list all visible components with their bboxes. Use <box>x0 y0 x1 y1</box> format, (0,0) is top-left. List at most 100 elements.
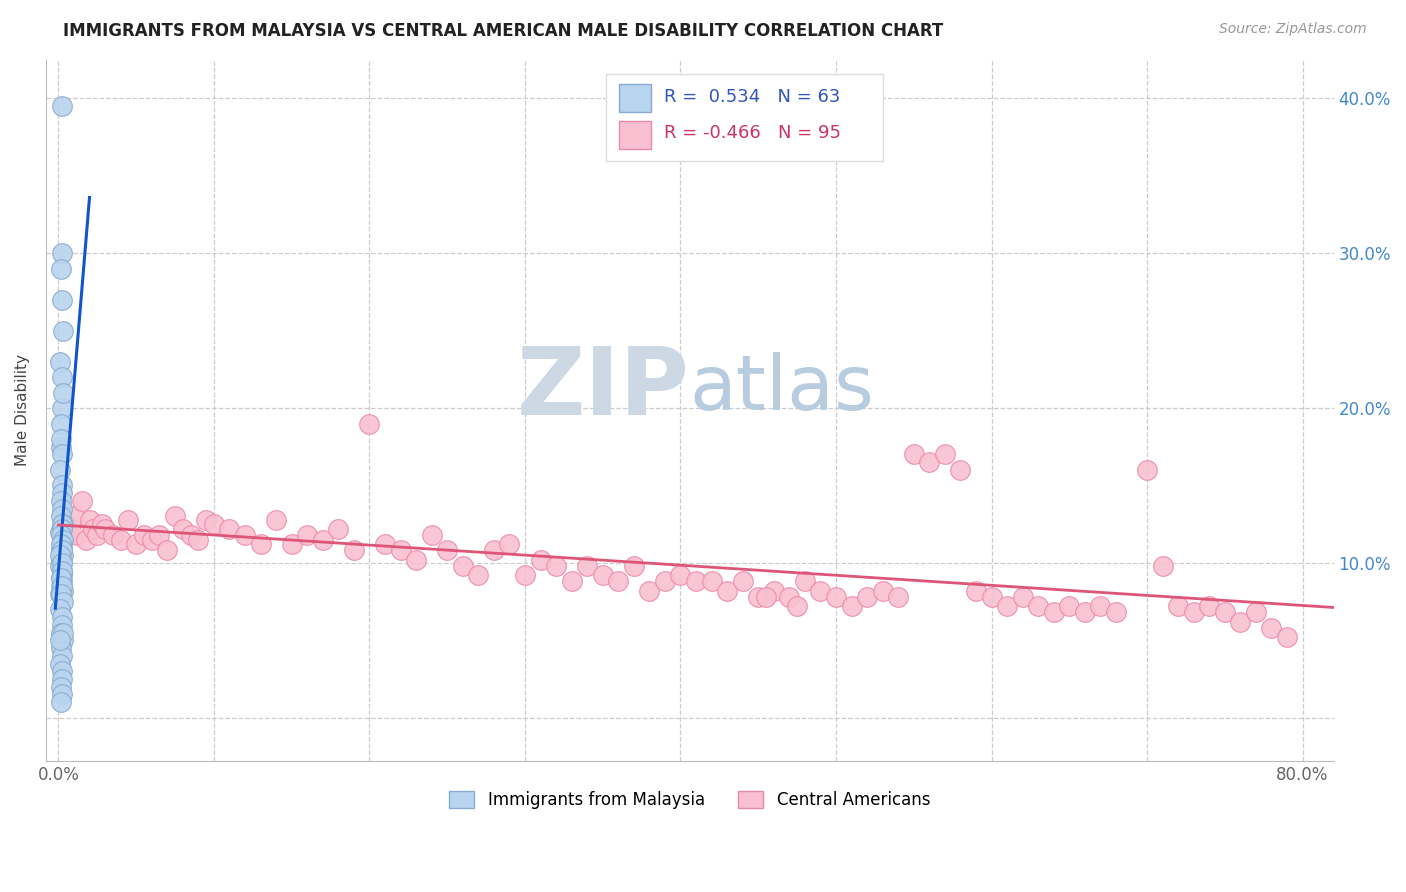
Point <box>700 574 723 589</box>
Point <box>218 522 240 536</box>
Point <box>51 568 73 582</box>
Point <box>1026 599 1049 614</box>
Point <box>52 385 75 400</box>
Point <box>51 370 73 384</box>
Point <box>51 610 73 624</box>
Point <box>1244 606 1267 620</box>
Point <box>49 695 72 709</box>
Point <box>51 401 73 415</box>
Point <box>202 517 225 532</box>
Point <box>51 486 73 500</box>
Point <box>786 599 808 614</box>
Point <box>887 590 910 604</box>
Point <box>436 543 458 558</box>
Point <box>51 564 73 578</box>
Point <box>49 640 72 655</box>
Point <box>51 478 73 492</box>
Point <box>51 571 73 585</box>
Point <box>1260 621 1282 635</box>
Point <box>249 537 271 551</box>
Point <box>420 528 443 542</box>
Point <box>66 528 89 542</box>
Point <box>498 537 520 551</box>
Point <box>280 537 302 551</box>
Point <box>810 583 832 598</box>
Point <box>544 558 567 573</box>
Point <box>1057 599 1080 614</box>
Point <box>856 590 879 604</box>
Point <box>180 528 202 542</box>
Point <box>51 688 73 702</box>
Point <box>94 522 117 536</box>
Point <box>529 553 551 567</box>
Point <box>49 602 72 616</box>
FancyBboxPatch shape <box>619 84 651 112</box>
Point <box>793 574 815 589</box>
Point <box>669 568 692 582</box>
Point <box>1182 606 1205 620</box>
Point <box>51 440 73 454</box>
Point <box>51 246 73 260</box>
Point <box>778 590 800 604</box>
Point <box>607 574 630 589</box>
Point <box>51 564 73 578</box>
Point <box>359 417 381 431</box>
Point <box>576 558 599 573</box>
Point <box>86 528 108 542</box>
Point <box>52 625 75 640</box>
Point <box>141 533 163 547</box>
Point <box>51 543 73 558</box>
Point <box>51 574 73 589</box>
Point <box>903 447 925 461</box>
Point <box>165 509 187 524</box>
Point <box>51 556 73 570</box>
Point <box>592 568 614 582</box>
Point <box>51 543 73 558</box>
Point <box>49 432 72 446</box>
Text: Source: ZipAtlas.com: Source: ZipAtlas.com <box>1219 22 1367 37</box>
Point <box>1275 630 1298 644</box>
Point <box>51 417 73 431</box>
Point <box>1213 606 1236 620</box>
Point <box>51 533 73 547</box>
Point <box>49 524 72 539</box>
Point <box>51 625 73 640</box>
Point <box>51 447 73 461</box>
Point <box>513 568 536 582</box>
Point <box>49 558 72 573</box>
FancyBboxPatch shape <box>606 74 883 161</box>
Point <box>49 509 72 524</box>
Point <box>51 672 73 686</box>
Point <box>49 261 72 276</box>
Point <box>49 537 72 551</box>
Point <box>467 568 489 582</box>
Point <box>51 680 73 694</box>
Point <box>51 293 73 307</box>
Point <box>52 583 75 598</box>
Point <box>1229 615 1251 629</box>
Point <box>49 548 72 562</box>
Point <box>91 517 114 532</box>
Point <box>125 537 148 551</box>
Point <box>195 512 218 526</box>
Point <box>172 522 194 536</box>
Point <box>79 512 101 526</box>
Point <box>49 633 72 648</box>
Point <box>995 599 1018 614</box>
Point <box>59 524 82 539</box>
Point <box>51 617 73 632</box>
Point <box>51 522 73 536</box>
Point <box>49 463 72 477</box>
Point <box>731 574 754 589</box>
Point <box>1136 463 1159 477</box>
Text: atlas: atlas <box>690 352 875 426</box>
Point <box>110 533 132 547</box>
Point <box>70 494 93 508</box>
Point <box>343 543 366 558</box>
Point <box>51 494 73 508</box>
Point <box>49 657 72 671</box>
Point <box>51 501 73 516</box>
Point <box>1152 558 1174 573</box>
Point <box>841 599 863 614</box>
Point <box>980 590 1002 604</box>
